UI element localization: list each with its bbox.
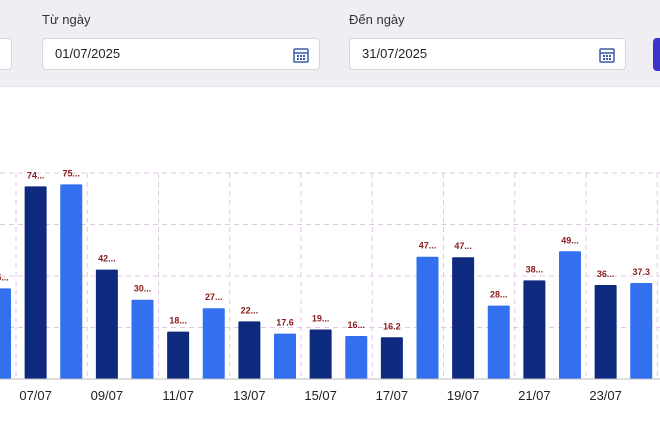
value-label: 35... bbox=[0, 272, 9, 282]
bar bbox=[416, 256, 439, 379]
value-label: 22... bbox=[241, 305, 259, 315]
bar bbox=[487, 305, 510, 379]
value-label: 74... bbox=[27, 170, 45, 180]
value-label: 38... bbox=[526, 264, 544, 274]
bar bbox=[380, 337, 403, 379]
bar bbox=[452, 257, 475, 379]
from-label: Từ ngày bbox=[42, 12, 91, 27]
to-value: 31/07/2025 bbox=[362, 46, 428, 61]
bar bbox=[24, 186, 47, 379]
value-label: 75... bbox=[62, 168, 80, 178]
bar bbox=[594, 285, 617, 379]
bar bbox=[167, 331, 190, 379]
value-label: 16... bbox=[347, 320, 365, 330]
value-label: 36... bbox=[597, 269, 615, 279]
bar bbox=[95, 269, 118, 379]
value-label: 19... bbox=[312, 314, 330, 324]
value-label: 49... bbox=[561, 235, 579, 245]
bar bbox=[630, 282, 653, 379]
value-label: 16.2 bbox=[383, 321, 401, 331]
from-input[interactable]: 01/07/2025 bbox=[42, 38, 320, 70]
to-label: Đến ngày bbox=[349, 12, 405, 27]
value-label: 30... bbox=[134, 284, 152, 294]
value-label: 28... bbox=[490, 290, 508, 300]
value-label: 47... bbox=[454, 241, 472, 251]
partial-input[interactable] bbox=[0, 38, 12, 70]
from-value: 01/07/2025 bbox=[55, 46, 121, 61]
x-tick-label: 09/07 bbox=[91, 388, 124, 403]
calendar-icon[interactable] bbox=[599, 47, 615, 63]
x-tick-label: 19/07 bbox=[447, 388, 480, 403]
x-tick-label: 23/07 bbox=[589, 388, 622, 403]
bar bbox=[202, 308, 225, 379]
x-tick-label: 13/07 bbox=[233, 388, 266, 403]
x-tick-label: 17/07 bbox=[376, 388, 409, 403]
x-tick-label: 11/07 bbox=[162, 388, 194, 403]
value-label: 18... bbox=[169, 316, 187, 326]
value-label: 37.3 bbox=[632, 267, 650, 277]
bar bbox=[131, 299, 154, 379]
value-label: 47... bbox=[419, 241, 437, 251]
bar bbox=[0, 288, 11, 379]
search-button[interactable] bbox=[653, 38, 660, 71]
to-input[interactable]: 31/07/2025 bbox=[349, 38, 626, 70]
bar bbox=[523, 280, 546, 379]
calendar-icon[interactable] bbox=[293, 47, 309, 63]
bar bbox=[559, 251, 581, 379]
x-tick-label: 15/07 bbox=[304, 388, 337, 403]
bar bbox=[309, 329, 332, 379]
bar bbox=[238, 321, 261, 379]
x-tick-label: 07/07 bbox=[19, 388, 52, 403]
bar bbox=[60, 184, 83, 379]
value-label: 27... bbox=[205, 292, 223, 302]
value-label: 42... bbox=[98, 254, 116, 264]
filter-bar: Từ ngày 01/07/2025 Đến ngày 31/07/2025 bbox=[0, 0, 660, 87]
bar bbox=[345, 335, 368, 379]
bar bbox=[274, 333, 296, 379]
x-tick-label: 21/07 bbox=[518, 388, 551, 403]
value-label: 17.6 bbox=[276, 318, 294, 328]
